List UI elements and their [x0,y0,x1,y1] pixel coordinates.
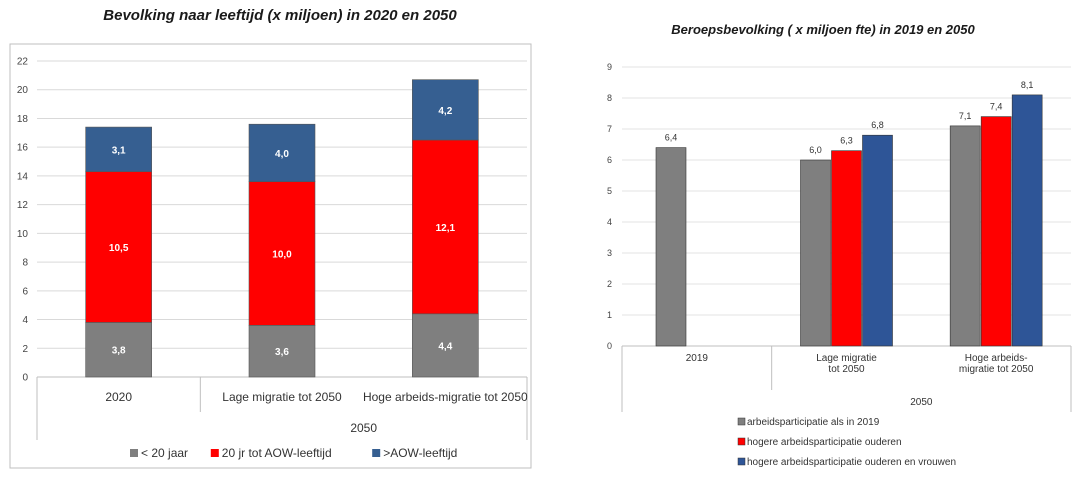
chart1-y-tick: 14 [17,171,29,182]
chart2-y-tick: 3 [607,248,612,258]
chart2-group-label: 2050 [910,397,933,408]
chart2-y-tick: 4 [607,217,612,227]
chart2-category-label: migratie tot 2050 [959,364,1034,375]
chart1-data-label: 4,4 [438,341,452,352]
chart1-title: Bevolking naar leeftijd (x miljoen) in 2… [103,7,457,24]
chart2-bar [980,116,1012,347]
chart1-bar-segment [248,324,316,378]
chart1-y-tick: 0 [22,373,28,384]
chart2-data-label: 7,1 [959,111,972,121]
chart2-data-label: 6,0 [809,145,822,155]
chart2-data-label: 6,4 [665,133,678,143]
chart1-y-tick: 2 [22,344,28,355]
chart2-legend-swatch [737,417,746,426]
chart1-frame [9,43,532,469]
chart2-y-tick: 7 [607,124,612,134]
chart2-bar [655,147,687,347]
chart2-legend-label: hogere arbeidsparticipatie ouderen [747,437,902,448]
chart1-data-label: 3,6 [275,347,289,358]
chart2-legend-label: arbeidsparticipatie als in 2019 [747,417,880,428]
chart1-bar-segment [248,181,316,326]
chart2-y-tick: 2 [607,279,612,289]
chart1-y-tick: 4 [22,315,28,326]
chart1-data-label: 4,2 [438,106,452,117]
chart2-bar [1011,94,1043,347]
chart2-legend-swatch [737,437,746,446]
chart1-y-tick: 10 [17,229,29,240]
chart1-data-label: 4,0 [275,149,289,160]
chart1-category-label: Hoge arbeids-migratie tot 2050 [363,390,528,404]
chart1-legend-label: >AOW-leeftijd [383,446,457,460]
chart1-bar-segment [248,123,316,182]
chart1-legend-swatch [372,449,381,457]
chart1-y-tick: 18 [17,114,29,125]
chart1-legend-label: < 20 jaar [141,446,188,460]
chart2-y-tick: 6 [607,155,612,165]
chart2: 0 1 2 3 4 5 6 7 8 9 6,4 2019 6,0 6,3 6,8 Lage migratiet… [607,62,1072,468]
chart2-bar [831,150,862,347]
chart1-bar-segment [412,79,479,141]
chart1-legend-label: 20 jr tot AOW-leeftijd [222,446,332,460]
chart1-y-tick: 22 [17,57,29,68]
chart1-category-label: 2020 [105,390,132,404]
chart1-data-label: 3,8 [112,346,126,357]
chart1-y-tick: 12 [17,200,29,211]
chart1: 0 2 4 6 8 10 12 14 16 18 20 22 3,8 10,5 3,1 2020 3,6 10,0… [17,57,528,461]
chart1-category-label: Lage migratie tot 2050 [222,390,342,404]
chart2-data-label: 6,8 [871,120,884,130]
chart1-y-tick: 20 [17,85,29,96]
chart2-category-label: Lage migratie [816,353,877,364]
chart2-category-label: Hoge arbeids- [965,353,1028,364]
chart1-data-label: 3,1 [112,145,126,156]
chart1-legend-swatch [210,449,219,457]
chart2-y-tick: 9 [607,62,612,72]
chart2-y-tick: 1 [607,310,612,320]
chart2-data-label: 6,3 [840,136,853,146]
chart1-y-tick: 8 [22,258,28,269]
chart1-data-label: 10,0 [272,249,292,260]
chart1-y-tick: 6 [22,286,28,297]
chart2-legend-label: hogere arbeidsparticipatie ouderen en vr… [747,457,956,468]
chart2-title: Beroepsbevolking ( x miljoen fte) in 201… [671,22,975,37]
chart1-bar-segment [412,139,479,315]
chart1-bar-segment [85,126,152,172]
chart2-y-tick: 5 [607,186,612,196]
chart1-legend-swatch [130,449,138,457]
chart1-y-tick: 16 [17,143,29,154]
chart2-y-tick: 0 [607,341,612,351]
chart2-bar [949,125,981,347]
chart1-data-label: 10,5 [109,243,129,254]
chart2-data-label: 8,1 [1021,80,1034,90]
chart2-bar [862,134,893,347]
chart2-category-label: 2019 [686,353,709,364]
chart1-group-label: 2050 [350,421,377,435]
chart2-category-label: tot 2050 [828,364,865,375]
chart1-data-label: 12,1 [436,223,456,234]
chart2-legend-swatch [737,457,746,466]
chart2-data-label: 7,4 [990,102,1003,112]
chart2-bar [800,159,831,347]
chart2-y-tick: 8 [607,93,612,103]
